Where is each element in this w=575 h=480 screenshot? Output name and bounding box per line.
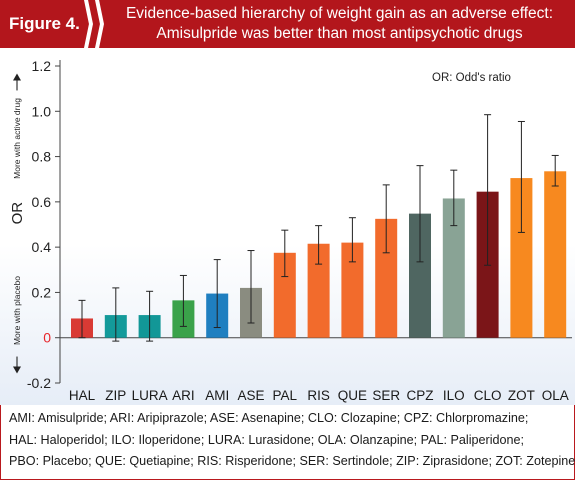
chart-annotation: OR: Odd's ratio bbox=[432, 72, 511, 84]
figure-title-line-2: Amisulpride was better than most antipsy… bbox=[156, 25, 523, 42]
x-tick-label: ILO bbox=[443, 388, 465, 403]
x-tick-label: ZOT bbox=[508, 388, 535, 403]
x-tick-label: SER bbox=[372, 388, 400, 403]
x-tick-label: ARI bbox=[172, 388, 195, 403]
bar-zot bbox=[510, 178, 533, 338]
chevron-right-icon bbox=[84, 0, 93, 48]
y-note-more-active: More with active drug bbox=[12, 98, 22, 179]
x-tick-label: CPZ bbox=[407, 388, 434, 403]
bar-que bbox=[341, 242, 364, 338]
y-tick-label: -0.2 bbox=[27, 375, 51, 391]
y-axis-label: OR bbox=[9, 202, 26, 225]
y-tick-label: 0 bbox=[43, 330, 51, 346]
legend-line: PBO: Placebo; QUE: Quetiapine; RIS: Risp… bbox=[9, 454, 575, 468]
y-tick-label: 0.4 bbox=[32, 239, 52, 255]
x-tick-label: ZIP bbox=[105, 388, 126, 403]
bar-ilo bbox=[442, 198, 465, 338]
x-tick-label: QUE bbox=[338, 388, 367, 403]
figure-title-line-1: Evidence-based hierarchy of weight gain … bbox=[125, 5, 554, 22]
y-tick-label: 0.2 bbox=[32, 284, 52, 300]
chevron-right-icon bbox=[95, 0, 104, 48]
y-tick-label: 0.6 bbox=[32, 194, 52, 210]
x-tick-label: LURA bbox=[132, 388, 168, 403]
x-tick-label: RIS bbox=[307, 388, 330, 403]
bar-ola bbox=[544, 171, 567, 338]
x-tick-label: HAL bbox=[69, 388, 96, 403]
chart-labels: -0.2 0 0.2 0.4 0.6 0.8 1.0 1.2 OR More with activ… bbox=[9, 58, 569, 403]
bar-ris bbox=[307, 243, 330, 338]
abbreviation-legend: AMI: Amisulpride; ARI: Aripiprazole; ASE… bbox=[9, 408, 575, 473]
x-tick-label: ASE bbox=[237, 388, 264, 403]
figure-label: Figure 4. bbox=[9, 14, 80, 33]
bar-chart: -0.2 0 0.2 0.4 0.6 0.8 1.0 1.2 OR More with activ… bbox=[9, 58, 572, 403]
legend-line: AMI: Amisulpride; ARI: Aripiprazole; ASE… bbox=[9, 411, 529, 425]
bar-cpz bbox=[409, 213, 431, 338]
legend-line: HAL: Haloperidol; ILO: Iloperidone; LURA… bbox=[9, 432, 525, 447]
x-tick-label: OLA bbox=[542, 388, 569, 403]
arrow-up-icon bbox=[13, 73, 21, 81]
bar-pal bbox=[273, 252, 296, 338]
y-tick-label: 1.0 bbox=[32, 103, 52, 119]
figure-header: Figure 4. Evidence-based hierarchy of we… bbox=[0, 0, 575, 48]
y-tick-label: 1.2 bbox=[32, 58, 52, 74]
y-note-more-placebo: More with placebo bbox=[12, 276, 22, 345]
chart-bars bbox=[71, 114, 567, 342]
arrow-down-icon bbox=[13, 366, 21, 374]
x-tick-label: AMI bbox=[205, 388, 229, 403]
x-tick-label: CLO bbox=[474, 388, 502, 403]
bar-ser bbox=[375, 218, 398, 338]
y-tick-label: 0.8 bbox=[32, 149, 52, 165]
x-tick-label: PAL bbox=[273, 388, 298, 403]
